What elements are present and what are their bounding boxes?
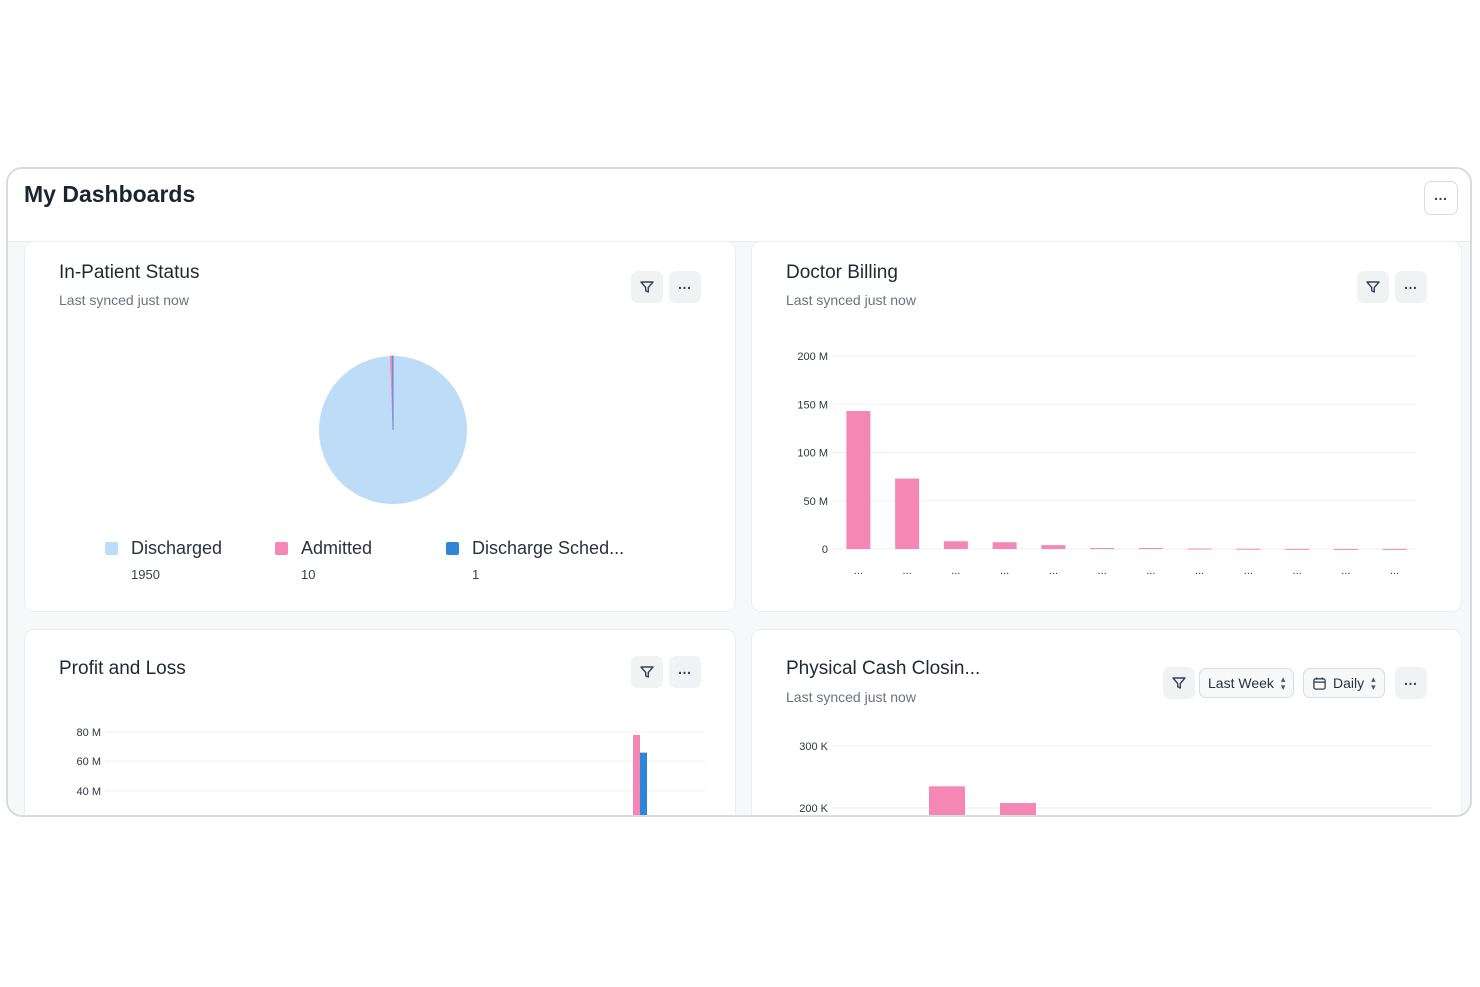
x-tick-label: ... [951, 565, 960, 577]
chevron-up-down-icon: ▴ ▾ [1371, 674, 1376, 692]
x-tick-label: ... [1146, 565, 1155, 577]
bar[interactable] [929, 786, 965, 817]
x-tick-label: ... [1195, 565, 1204, 577]
card-title: Profit and Loss [59, 658, 186, 679]
bar[interactable] [846, 411, 871, 549]
chevron-up-down-icon: ▴ ▾ [1280, 674, 1286, 692]
card-title: In-Patient Status [59, 262, 200, 283]
y-tick-label: 0 [822, 544, 828, 556]
more-horizontal-icon: … [1403, 672, 1419, 688]
bar[interactable] [1041, 545, 1066, 549]
dashboard-frame: My Dashboards … In-Patient Status Last s… [6, 167, 1472, 817]
filter-icon [640, 666, 654, 678]
calendar-icon [1313, 676, 1326, 690]
last-synced-text: Last synced just now [786, 689, 916, 705]
legend-item-discharge-scheduled[interactable]: Discharge Sched... 1 [446, 538, 646, 588]
y-tick-label: 200 K [799, 803, 828, 815]
card-menu-button[interactable]: … [1395, 667, 1427, 699]
period-select-value: Last Week [1208, 675, 1274, 691]
legend-value: 10 [301, 567, 316, 582]
inpatient-status-card: In-Patient Status Last synced just now …… [24, 241, 736, 612]
doctor-billing-card: Doctor Billing Last synced just now … 0 5… [751, 241, 1462, 612]
legend-value: 1 [472, 567, 480, 582]
legend-label: Discharged [131, 538, 223, 558]
x-tick-label: ... [903, 565, 912, 577]
x-tick-label: ... [1000, 565, 1009, 577]
y-tick-label: 40 M [77, 786, 101, 798]
card-menu-button[interactable]: … [669, 271, 701, 303]
y-tick-label: 300 K [799, 741, 828, 753]
interval-select[interactable]: Daily ▴ ▾ [1303, 668, 1385, 698]
filter-icon [1172, 677, 1186, 689]
bar[interactable] [895, 478, 920, 549]
profit-loss-card: Profit and Loss … 40 M 60 M 80 M [24, 629, 736, 817]
legend-item-discharged[interactable]: Discharged 1950 [105, 538, 275, 588]
dashboard-menu-button[interactable]: … [1424, 181, 1458, 215]
x-tick-label: ... [1293, 565, 1302, 577]
more-horizontal-icon: … [1433, 187, 1449, 203]
more-horizontal-icon: … [677, 661, 693, 677]
physical-cash-closing-card: Physical Cash Closin... Last synced just… [751, 629, 1462, 817]
y-tick-label: 150 M [797, 399, 828, 411]
x-tick-label: ... [1098, 565, 1107, 577]
bar[interactable] [633, 734, 640, 817]
filter-button[interactable] [631, 656, 663, 688]
bar[interactable] [1333, 548, 1358, 550]
bar[interactable] [1138, 548, 1163, 550]
bar[interactable] [1285, 548, 1310, 550]
card-title: Doctor Billing [786, 262, 898, 283]
bar[interactable] [1236, 548, 1261, 550]
legend-value: 1950 [131, 567, 160, 582]
filter-icon [640, 281, 654, 293]
legend-label: Discharge Sched... [472, 538, 625, 558]
bar[interactable] [640, 752, 647, 817]
bar[interactable] [943, 541, 968, 549]
bar[interactable] [1187, 548, 1212, 550]
more-horizontal-icon: … [1403, 276, 1419, 292]
filter-icon [1366, 281, 1380, 293]
bar[interactable] [1000, 803, 1036, 817]
legend-swatch [446, 542, 459, 555]
y-tick-label: 200 M [797, 351, 828, 363]
period-select[interactable]: Last Week ▴ ▾ [1199, 668, 1295, 698]
y-tick-label: 60 M [77, 756, 101, 768]
last-synced-text: Last synced just now [59, 292, 189, 308]
pie-chart [319, 355, 467, 504]
legend-swatch [275, 542, 288, 555]
last-synced-text: Last synced just now [786, 292, 916, 308]
card-title: Physical Cash Closin... [786, 658, 981, 679]
x-tick-label: ... [1341, 565, 1350, 577]
y-tick-label: 50 M [804, 496, 828, 508]
page-title: My Dashboards [24, 181, 196, 207]
card-menu-button[interactable]: … [1395, 271, 1427, 303]
bar[interactable] [992, 542, 1017, 549]
legend-swatch [105, 542, 118, 555]
card-menu-button[interactable]: … [669, 656, 701, 688]
x-tick-label: ... [1049, 565, 1058, 577]
bar-chart: 0 50 M 100 M 150 M 200 M....................… [797, 351, 1417, 577]
bar[interactable] [1090, 548, 1115, 550]
bar[interactable] [1382, 548, 1407, 550]
chart-legend: Discharged 1950 Admitted 10 Discharge Sc… [105, 538, 646, 588]
filter-button[interactable] [1357, 271, 1389, 303]
y-tick-label: 100 M [797, 448, 828, 460]
x-tick-label: ... [1390, 565, 1399, 577]
x-tick-label: ... [1244, 565, 1253, 577]
filter-button[interactable] [1163, 667, 1195, 699]
filter-button[interactable] [631, 271, 663, 303]
interval-select-value: Daily [1333, 675, 1365, 691]
x-tick-label: ... [854, 565, 863, 577]
bar-chart: 40 M 60 M 80 M [77, 727, 705, 817]
dashboard-header: My Dashboards … [8, 169, 1470, 242]
bar-chart: 200 K 300 K [799, 741, 1432, 817]
legend-label: Admitted [301, 538, 373, 558]
legend-item-admitted[interactable]: Admitted 10 [275, 538, 446, 588]
y-tick-label: 80 M [77, 727, 101, 739]
more-horizontal-icon: … [677, 276, 693, 292]
